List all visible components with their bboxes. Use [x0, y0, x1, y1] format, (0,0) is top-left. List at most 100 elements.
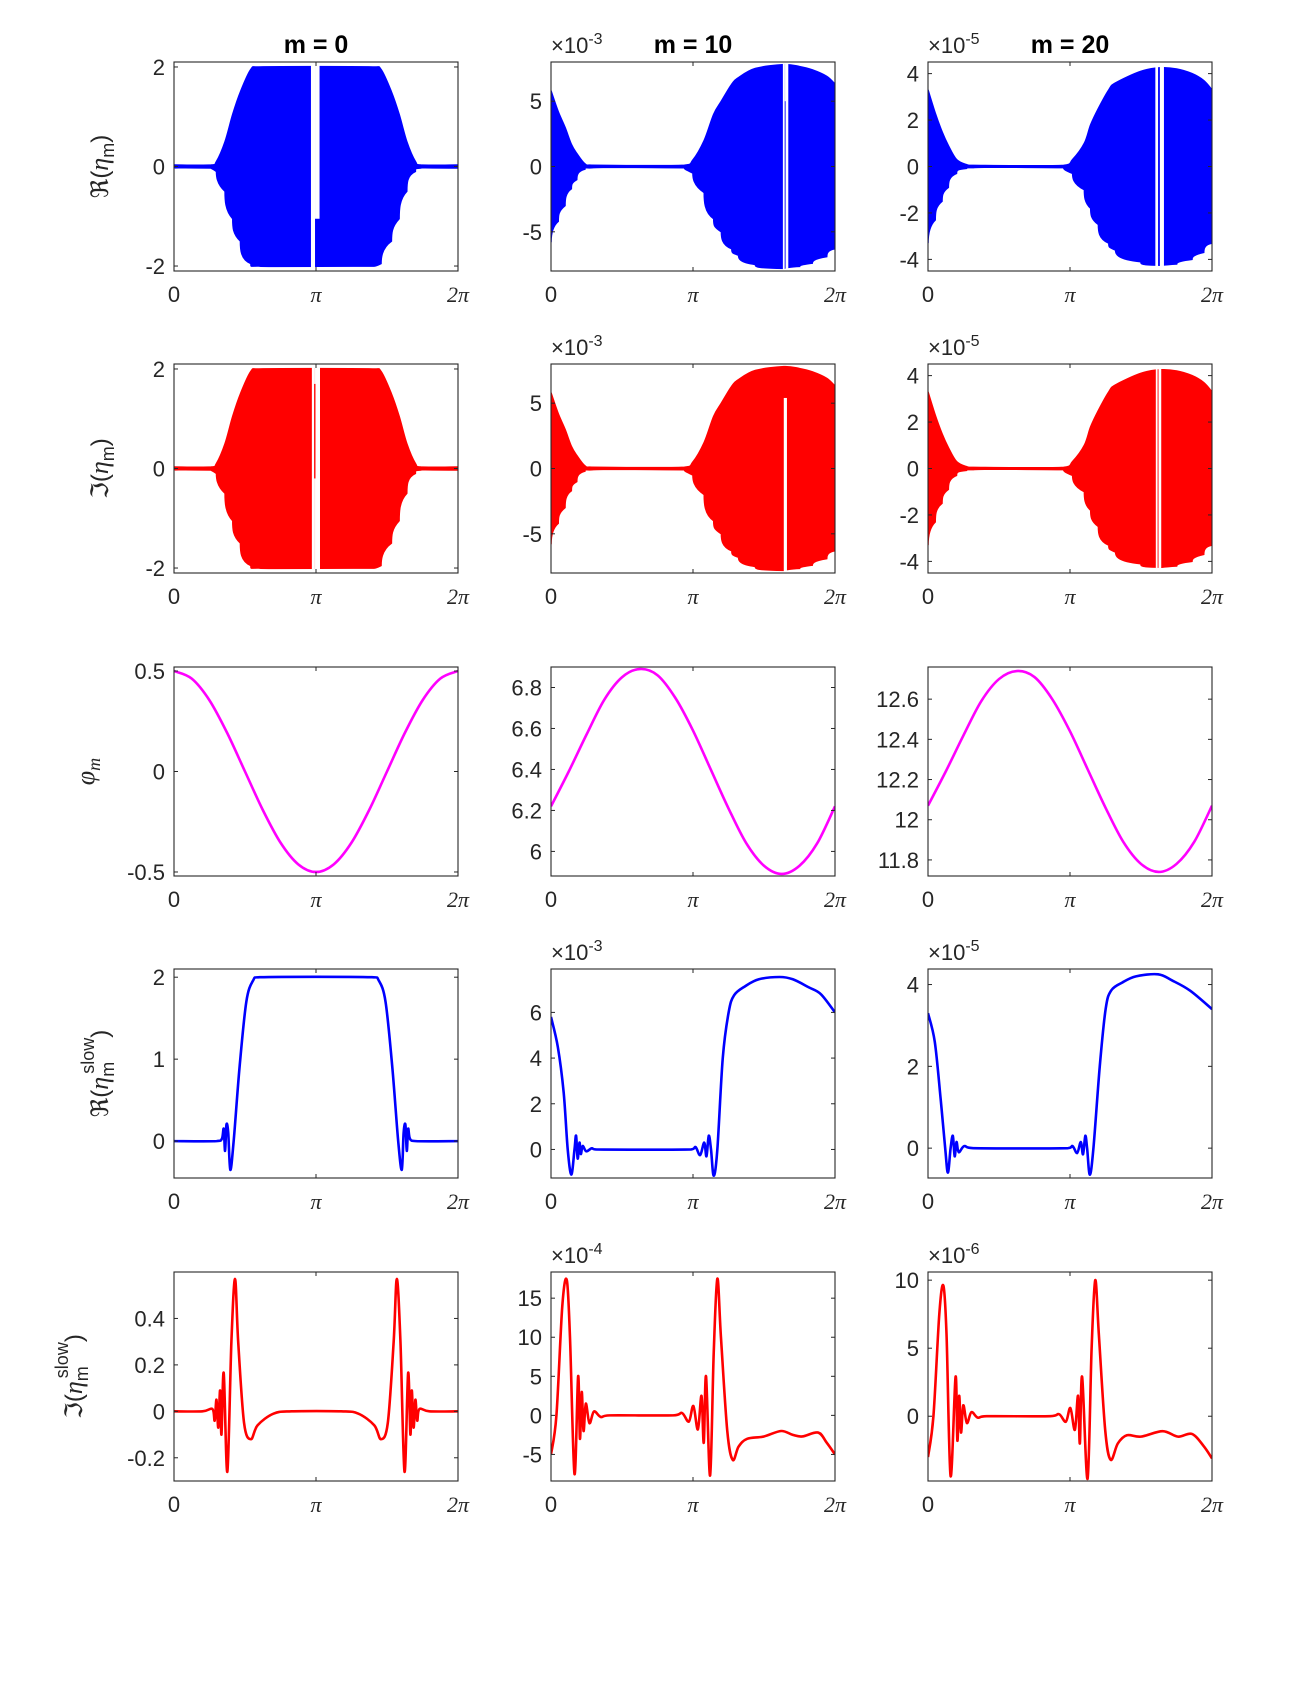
subplot-r5-c1: 0 π 2π-0.200.20.4ℑ(ηmslow) — [52, 1271, 470, 1517]
y-tick-label: -2 — [145, 556, 165, 581]
x-tick-label: π — [310, 887, 322, 912]
y-tick-label: 6.6 — [511, 716, 542, 741]
subplot-r1-c3: 0 π 2π -4 -2 0 2 4 ×10-5 m = 20 — [899, 31, 1224, 307]
ylabel-superscript: slow — [78, 1037, 98, 1074]
exponent-power: -5 — [965, 938, 979, 955]
oscillation-envelope — [928, 368, 1212, 569]
exponent-base: ×10 — [551, 335, 588, 360]
ylabel-subscript: m — [98, 1062, 118, 1077]
y-tick-label: 1 — [153, 1047, 165, 1072]
y-tick-label: -5 — [522, 522, 542, 547]
oscillation-envelope — [551, 365, 835, 572]
axis-exponent: ×10-5 — [928, 333, 980, 360]
y-tick-label: -0.2 — [127, 1446, 165, 1471]
exponent-base: ×10 — [551, 940, 588, 965]
axes-background — [928, 667, 1212, 876]
x-tick-label: π — [310, 282, 322, 307]
axes-background — [928, 969, 1212, 1178]
y-axis-label: ℑ(ηm) — [85, 438, 118, 499]
oscillation-envelope — [551, 63, 835, 270]
plot-area — [551, 975, 835, 1178]
plot-area — [174, 1277, 458, 1474]
ylabel-suffix: ) — [61, 1334, 88, 1342]
series-line — [174, 975, 458, 1172]
plot-area — [551, 1277, 835, 1477]
x-tick-label: 0 — [545, 584, 557, 609]
exponent-base: ×10 — [928, 1243, 965, 1268]
x-tick-label: 0 — [922, 887, 934, 912]
x-tick-label: π — [1064, 282, 1076, 307]
plot-area — [174, 975, 458, 1172]
y-tick-label: 2 — [907, 108, 919, 133]
x-tick-label: 2π — [1201, 282, 1224, 307]
axis-exponent: ×10-5 — [928, 938, 980, 965]
plot-area — [928, 1278, 1212, 1481]
plot-area — [928, 364, 1212, 573]
series-line — [551, 1277, 835, 1477]
y-tick-label: 2 — [153, 357, 165, 382]
y-tick-label: 12 — [895, 808, 919, 833]
y-tick-label: -4 — [899, 549, 919, 574]
y-tick-label: -4 — [899, 247, 919, 272]
y-tick-label: 0 — [153, 760, 165, 785]
ylabel-subscript: m — [72, 1366, 92, 1381]
y-tick-label: 2 — [907, 1054, 919, 1079]
axes-background — [928, 1272, 1212, 1481]
y-tick-label: 2 — [530, 1092, 542, 1117]
x-tick-label: 2π — [1201, 887, 1224, 912]
axes-background — [174, 667, 458, 876]
ylabel-symbol: η — [85, 158, 114, 171]
x-tick-label: 0 — [922, 1492, 934, 1517]
y-tick-label: -0.5 — [127, 860, 165, 885]
axes-background — [551, 969, 835, 1178]
y-tick-label: 12.2 — [876, 768, 919, 793]
plot-area — [551, 365, 835, 573]
x-tick-label: 0 — [922, 1189, 934, 1214]
y-tick-label: 0.4 — [134, 1306, 165, 1331]
axis-exponent: ×10-3 — [551, 938, 603, 965]
exponent-power: -4 — [588, 1241, 602, 1258]
x-tick-label: 0 — [922, 584, 934, 609]
ylabel-prefix: ℑ( — [61, 1394, 88, 1419]
y-tick-label: 0 — [153, 155, 165, 180]
y-tick-label: 0 — [530, 1137, 542, 1162]
exponent-base: ×10 — [551, 33, 588, 58]
signal-gap — [1159, 62, 1164, 271]
y-tick-label: 2 — [153, 55, 165, 80]
x-tick-label: π — [687, 887, 699, 912]
series-line — [928, 669, 1212, 874]
ylabel-symbol: η — [59, 1381, 88, 1394]
signal-gap — [1155, 364, 1158, 573]
subplot-r4-c3: 0 π 2π 0 2 4 ×10-5 — [907, 938, 1224, 1214]
subplot-title: m = 0 — [284, 31, 349, 59]
subplot-r3-c3: 0 π 2π 11.8 12 12.2 12.4 12.6 — [876, 666, 1224, 912]
ylabel-subscript: m — [98, 446, 118, 461]
x-tick-label: π — [1064, 584, 1076, 609]
signal-gap — [785, 62, 789, 271]
axes-background — [174, 1272, 458, 1481]
ylabel-suffix: ) — [87, 135, 114, 143]
ylabel-symbol: η — [85, 1077, 114, 1090]
subplot-r2-c3: 0 π 2π -4 -2 0 2 4 ×10-5 — [899, 333, 1224, 609]
subplot-r1-c2: 0 π 2π -5 0 5 ×10-3 m = 10 — [522, 31, 847, 307]
y-tick-label: 0 — [530, 155, 542, 180]
exponent-power: -5 — [965, 333, 979, 350]
x-tick-label: 0 — [168, 282, 180, 307]
axis-exponent: ×10-5 — [928, 31, 980, 58]
plot-area — [928, 972, 1212, 1177]
y-tick-label: 0 — [530, 457, 542, 482]
axis-exponent: ×10-6 — [928, 1241, 980, 1268]
axis-exponent: ×10-3 — [551, 31, 603, 58]
y-tick-label: 0.2 — [134, 1353, 165, 1378]
ylabel-superscript: slow — [52, 1341, 72, 1378]
exponent-base: ×10 — [928, 33, 965, 58]
y-tick-label: 0 — [530, 1403, 542, 1428]
signal-gap — [310, 62, 316, 271]
series-line — [928, 972, 1212, 1177]
signal-gap — [314, 478, 316, 573]
y-tick-label: -2 — [899, 201, 919, 226]
y-tick-label: 0 — [153, 457, 165, 482]
exponent-base: ×10 — [928, 940, 965, 965]
oscillation-envelope — [928, 66, 1212, 267]
signal-gap — [1158, 364, 1162, 573]
